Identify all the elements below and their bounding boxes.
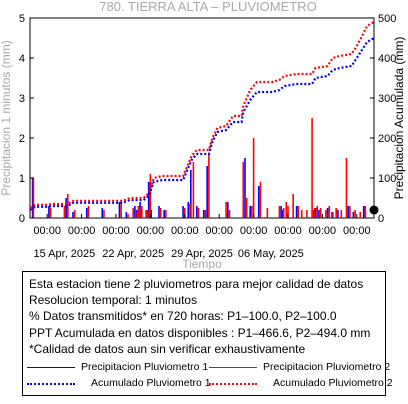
- legend-swatch-p1: [27, 367, 75, 368]
- legend-swatch-acc2: [209, 383, 257, 385]
- x-tick-time-label-0: 00:00: [33, 225, 61, 237]
- y-right-tick-label-2: 200: [378, 133, 396, 145]
- rain-chart: 780. TIERRA ALTA – PLUVIOMETRO 0 1 2 3 4 5 0 10…: [0, 0, 406, 270]
- y-left-tick-label-2: 2: [19, 133, 25, 145]
- info-line-quality: *Calidad de datos aun sin verificar exha…: [29, 342, 306, 356]
- info-line-stations: Esta estacion tiene 2 pluviometros para …: [29, 277, 364, 291]
- legend-label-p2: Precipitacion Pluviometro 2: [263, 361, 391, 373]
- now-marker: [369, 205, 379, 215]
- info-line-resolution: Resolucion temporal: 1 minutos: [29, 293, 198, 307]
- x-tick-time-label-7: 00:00: [274, 225, 302, 237]
- x-tick-time-label-6: 00:00: [240, 225, 268, 237]
- x-axis-label: Tiempo: [182, 257, 222, 270]
- y-right-tick-label-1: 100: [378, 173, 396, 185]
- plot-frame: [29, 17, 375, 219]
- y-axis-left-label: Precipitacion 1 minutos (mm): [0, 40, 13, 195]
- x-tick-time-label-3: 00:00: [137, 225, 165, 237]
- accum-line-acc2: [29, 21, 375, 209]
- y-right-tick-label-5: 500: [378, 13, 396, 25]
- info-box: Esta estacion tiene 2 pluviometros para …: [22, 271, 393, 396]
- y-right-tick-label-3: 300: [378, 93, 396, 105]
- accum-line-acc1: [29, 37, 375, 211]
- y-right-tick-label-0: 0: [378, 213, 384, 225]
- x-tick-time-label-1: 00:00: [68, 225, 96, 237]
- x-tick-time-label-8: 00:00: [309, 225, 337, 237]
- y-left-tick-label-4: 4: [19, 53, 25, 65]
- ticks-layer: 0 1 2 3 4 5 0 100 200 300 400 500 00:00 00:00 00:00 00:…: [19, 13, 396, 260]
- y-right-tick-label-4: 400: [378, 53, 396, 65]
- x-date-label-0: 15 Apr, 2025: [34, 248, 96, 260]
- legend-label-acc2: Acumulado Pluviometro 2: [273, 377, 393, 389]
- info-line-transmitted: % Datos transmitidos* en 720 horas: P1–1…: [29, 309, 337, 323]
- x-date-label-2: 29 Apr, 2025: [171, 248, 233, 260]
- legend-swatch-p2: [209, 367, 257, 368]
- x-tick-time-label-9: 00:00: [343, 225, 371, 237]
- y-left-tick-label-0: 0: [19, 213, 25, 225]
- info-line-accumulated: PPT Acumulada en datos disponibles : P1–…: [29, 326, 371, 340]
- legend-label-acc1: Acumulado Pluviometro 1: [91, 377, 211, 389]
- x-tick-time-label-2: 00:00: [102, 225, 130, 237]
- chart-title: 780. TIERRA ALTA – PLUVIOMETRO: [99, 0, 316, 14]
- x-tick-time-label-4: 00:00: [171, 225, 199, 237]
- y-left-tick-label-1: 1: [19, 173, 25, 185]
- y-axis-right-label: Precipitacion Acumulada (mm): [392, 37, 406, 200]
- x-date-label-3: 06 May, 2025: [238, 248, 304, 260]
- x-tick-time-label-5: 00:00: [205, 225, 233, 237]
- x-date-label-1: 22 Apr, 2025: [102, 248, 164, 260]
- y-left-tick-label-5: 5: [19, 13, 25, 25]
- legend-swatch-acc1: [27, 383, 75, 385]
- y-left-tick-label-3: 3: [19, 93, 25, 105]
- series-layer: [29, 21, 375, 218]
- legend-label-p1: Precipitacion Pluviometro 1: [81, 361, 209, 373]
